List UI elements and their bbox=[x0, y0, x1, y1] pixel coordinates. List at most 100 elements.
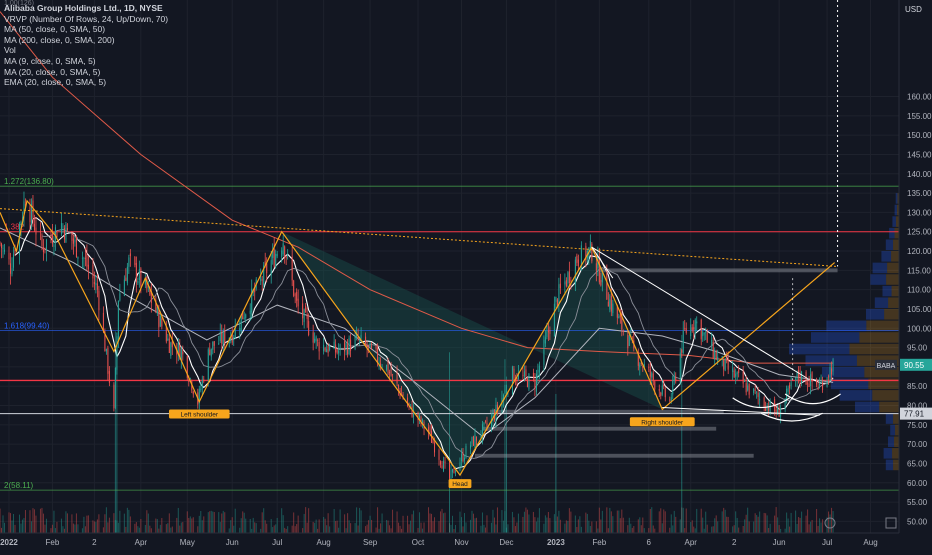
candle-body bbox=[768, 407, 770, 411]
volume-bar bbox=[158, 528, 160, 533]
volume-bar bbox=[92, 520, 94, 533]
indicator-vol[interactable]: Vol bbox=[4, 45, 16, 56]
volume-bar bbox=[787, 518, 789, 533]
volume-bar bbox=[171, 526, 173, 533]
volume-bar bbox=[535, 521, 537, 533]
indicator-ma50[interactable]: MA (50, close, 0, SMA, 50) bbox=[4, 24, 106, 35]
candle-body bbox=[661, 385, 663, 395]
support-zone bbox=[482, 426, 717, 431]
vrvp-bin-up bbox=[892, 216, 897, 227]
volume-bar bbox=[191, 518, 193, 533]
volume-bar bbox=[284, 527, 286, 533]
candle-body bbox=[327, 345, 329, 353]
candle-body bbox=[249, 310, 251, 314]
current-price-label: 90.55 bbox=[904, 361, 925, 370]
volume-bar bbox=[3, 522, 5, 533]
candle-body bbox=[443, 460, 445, 471]
volume-bar bbox=[182, 521, 184, 533]
volume-bar bbox=[336, 520, 338, 533]
indicator-ema20[interactable]: EMA (20, close, 0, SMA, 5) bbox=[4, 77, 107, 88]
volume-bar bbox=[285, 528, 287, 533]
volume-bar bbox=[23, 517, 25, 533]
candle-body bbox=[177, 343, 179, 353]
candle-body bbox=[188, 379, 190, 382]
candle-body bbox=[753, 388, 755, 393]
indicator-ma200[interactable]: MA (200, close, 0, SMA, 200) bbox=[4, 34, 115, 45]
volume-bar bbox=[156, 519, 158, 533]
candle-body bbox=[612, 303, 614, 314]
candle-body bbox=[538, 365, 540, 373]
candle-body bbox=[407, 397, 409, 406]
trendline-drawings[interactable] bbox=[0, 0, 841, 477]
candle-body bbox=[682, 330, 684, 353]
volume-bar bbox=[640, 525, 642, 533]
volume-bar bbox=[18, 514, 20, 533]
candle-body bbox=[135, 262, 137, 282]
volume-bar bbox=[21, 519, 23, 533]
vrvp-bin-down bbox=[866, 320, 899, 332]
volume-bar bbox=[465, 522, 467, 533]
candle-body bbox=[9, 263, 11, 274]
vrvp-bin-up bbox=[885, 459, 894, 471]
volume-bar bbox=[600, 519, 602, 533]
candle-body bbox=[537, 369, 539, 377]
volume-bar bbox=[595, 521, 597, 533]
volume-bar bbox=[724, 509, 726, 533]
candle-body bbox=[535, 373, 537, 392]
volume-bar bbox=[546, 517, 548, 533]
candle-body bbox=[759, 399, 761, 401]
volume-bar bbox=[496, 507, 498, 533]
candle-body bbox=[816, 380, 818, 385]
volume-bar bbox=[138, 527, 140, 533]
volume-bar bbox=[378, 528, 380, 533]
volume-bar bbox=[198, 515, 200, 533]
candle-body bbox=[231, 332, 233, 343]
chart-controls[interactable] bbox=[824, 517, 897, 529]
y-tick-label: 110.00 bbox=[907, 286, 931, 295]
indicator-ma9[interactable]: MA (9, close, 0, SMA, 5) bbox=[4, 55, 96, 66]
symbol-title[interactable]: Alibaba Group Holdings Ltd., 1D, NYSE bbox=[4, 3, 163, 13]
candle-body bbox=[264, 261, 266, 266]
candle-body bbox=[159, 315, 161, 327]
volume-bar bbox=[538, 508, 540, 533]
volume-bar bbox=[392, 509, 394, 533]
volume-bar bbox=[766, 515, 768, 533]
candle-body bbox=[245, 314, 247, 318]
swing-label-box bbox=[448, 479, 472, 489]
indicator-vrvp[interactable]: VRVP (Number Of Rows, 24, Up/Down, 70) bbox=[4, 13, 169, 24]
volume-bar bbox=[270, 519, 272, 533]
candle-body bbox=[170, 342, 172, 356]
indicator-ma20[interactable]: MA (20, close, 0, SMA, 5) bbox=[4, 66, 101, 77]
volume-spike bbox=[116, 366, 118, 533]
volume-bar bbox=[167, 523, 169, 533]
vrvp-bin-up bbox=[811, 332, 860, 343]
volume-bar bbox=[218, 512, 220, 533]
base-trendline bbox=[662, 406, 820, 416]
candle-body bbox=[102, 312, 104, 332]
volume-bar bbox=[682, 507, 684, 533]
volume-bar bbox=[338, 527, 340, 533]
volume-bar bbox=[44, 524, 46, 533]
candle-body bbox=[496, 404, 498, 410]
volume-bar bbox=[642, 517, 644, 533]
candle-body bbox=[167, 338, 169, 341]
candle-body bbox=[0, 243, 2, 248]
volume-bar bbox=[104, 514, 106, 533]
volume-bar bbox=[357, 525, 359, 533]
candle-body bbox=[413, 409, 415, 417]
volume-bar bbox=[381, 513, 383, 533]
candle-body bbox=[690, 324, 692, 337]
volume-bar bbox=[41, 507, 43, 533]
candle-body bbox=[203, 379, 205, 382]
volume-bar bbox=[356, 507, 358, 533]
candle-body bbox=[654, 381, 656, 390]
candle-body bbox=[176, 350, 178, 355]
volume-bar bbox=[826, 517, 828, 533]
candle-body bbox=[784, 398, 786, 410]
volume-bar bbox=[564, 523, 566, 533]
candle-body bbox=[419, 415, 421, 419]
peak-trendline bbox=[591, 246, 614, 279]
volume-bar bbox=[317, 528, 319, 533]
